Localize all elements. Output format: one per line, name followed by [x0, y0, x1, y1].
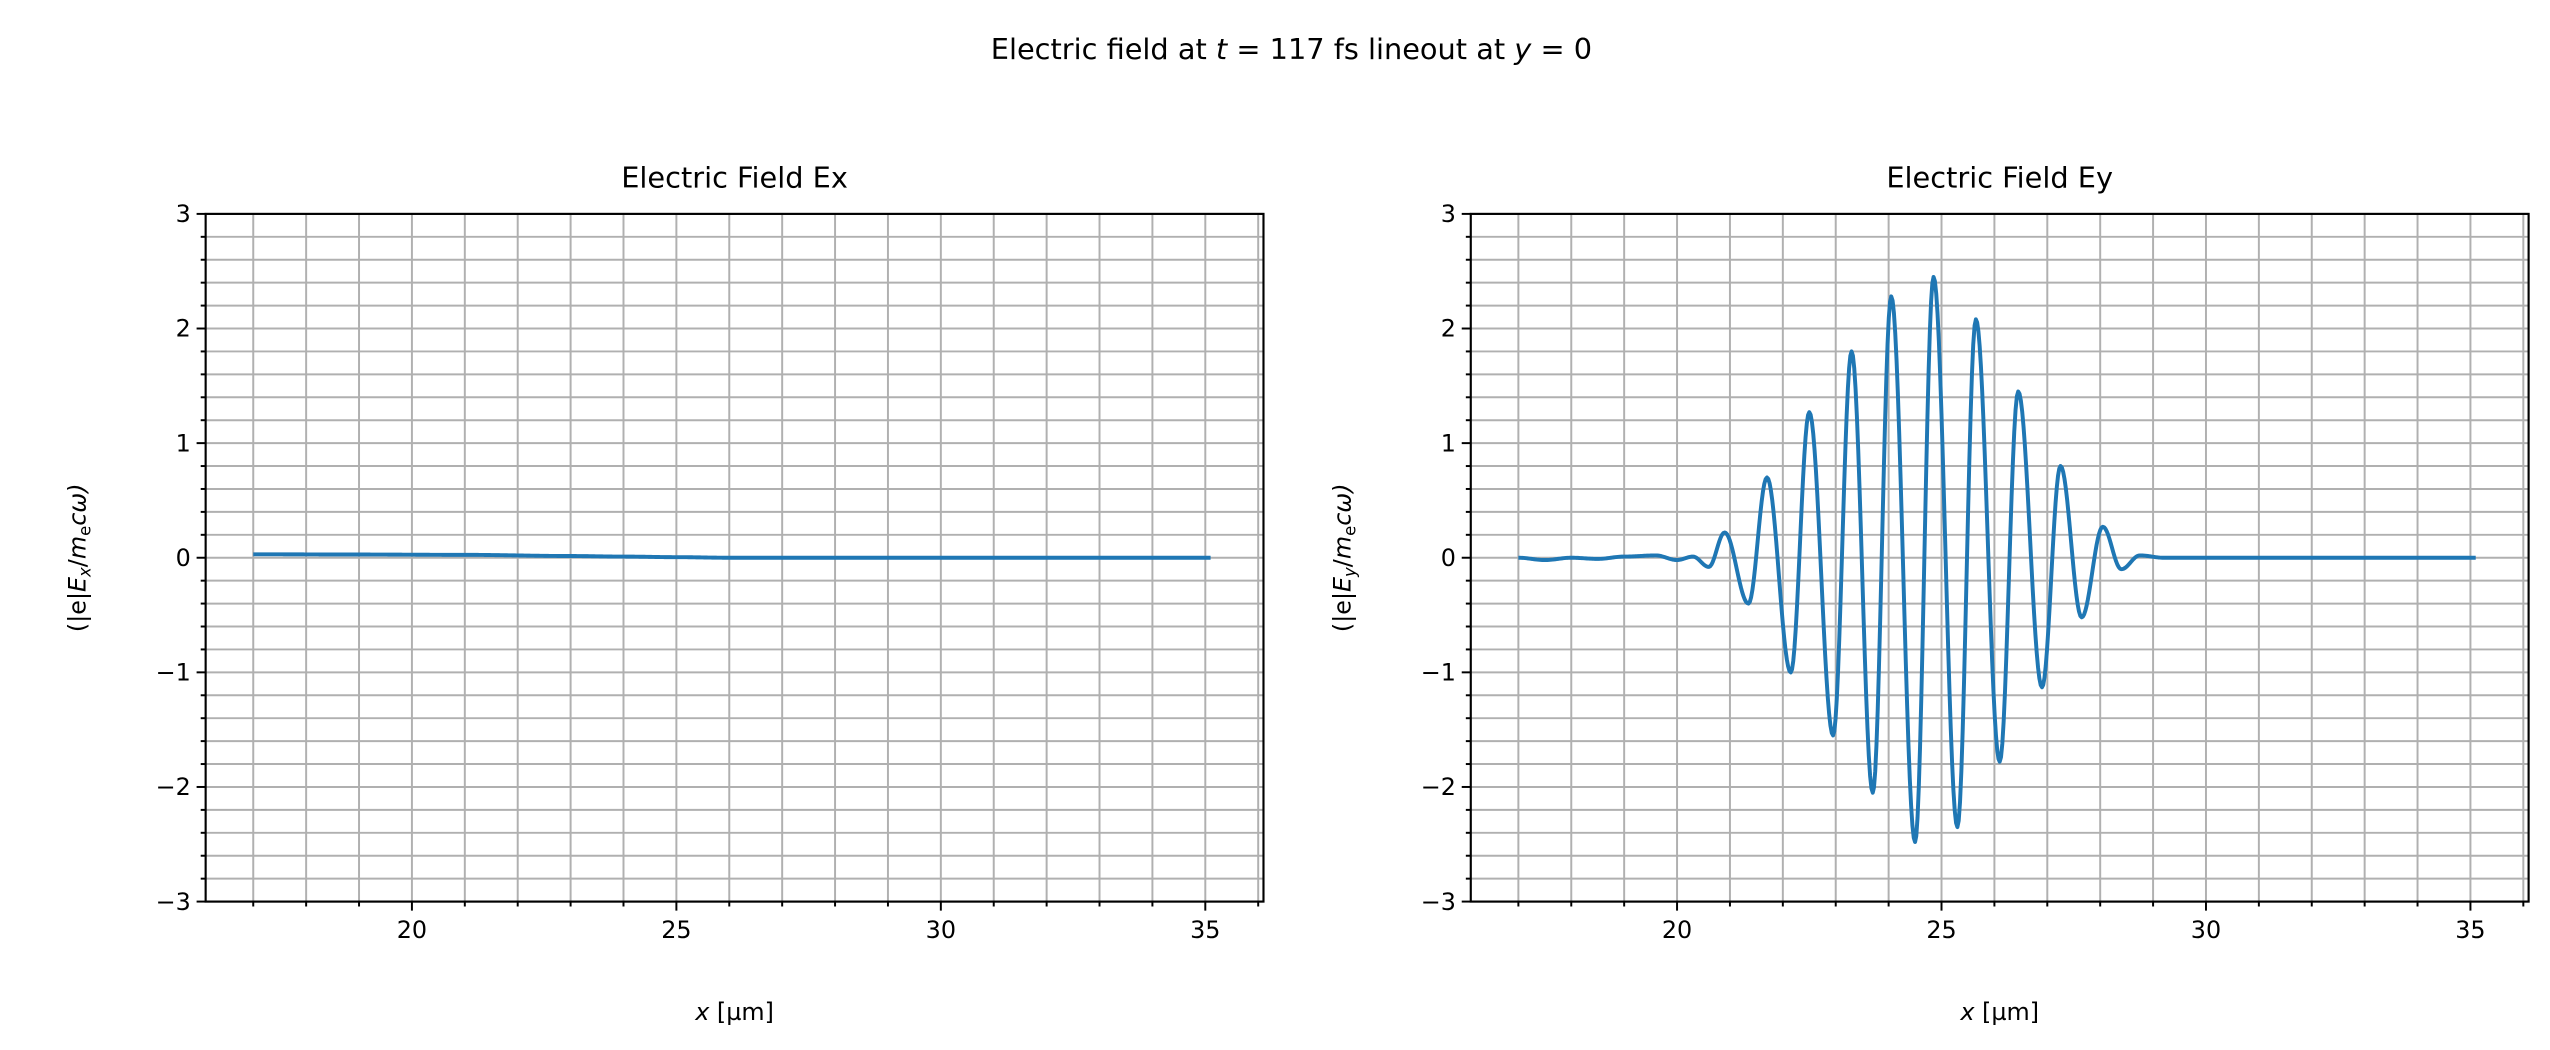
subplot-ey: Electric Field Ey x [µm] (|e|Ey/mecω) 20…: [1329, 161, 2530, 1026]
axes-frame: [204, 212, 1265, 903]
grid: [1470, 212, 2529, 903]
x-tick-label: 30: [926, 916, 956, 944]
y-tick-label: 3: [176, 200, 191, 228]
x-tick-label: 35: [1190, 916, 1220, 944]
series-line: [252, 552, 1212, 560]
y-tick-label: −3: [1421, 888, 1456, 916]
y-tick-label: 2: [1441, 315, 1456, 343]
y-tick-label: −3: [156, 888, 191, 916]
x-tick-label: 35: [2455, 916, 2485, 944]
figure-suptitle: Electric field at t = 117 fs lineout at …: [991, 32, 1592, 66]
y-tick-label: 3: [1441, 200, 1456, 228]
y-tick-label: −2: [156, 773, 191, 801]
x-axis-label: x [µm]: [1959, 998, 2039, 1026]
axes-frame: [1469, 212, 2530, 903]
series-line: [1517, 274, 2477, 844]
subplot-ex: Electric Field Ex x [µm] (|e|Ex/mecω) 20…: [64, 161, 1265, 1026]
y-tick-label: −1: [1421, 659, 1456, 687]
x-tick-label: 25: [1926, 916, 1956, 944]
y-axis-label: (|e|Ex/mecω): [64, 483, 95, 632]
x-tick-label: 20: [1662, 916, 1692, 944]
y-tick-label: −1: [156, 659, 191, 687]
x-tick-label: 25: [661, 916, 691, 944]
subplot-title: Electric Field Ey: [1886, 161, 2113, 195]
y-tick-label: 1: [176, 429, 191, 457]
y-tick-label: −2: [1421, 773, 1456, 801]
subplot-title: Electric Field Ex: [621, 161, 848, 195]
y-tick-label: 2: [176, 315, 191, 343]
y-tick-label: 1: [1441, 429, 1456, 457]
x-tick-label: 20: [397, 916, 427, 944]
y-tick-label: 0: [1441, 544, 1456, 572]
x-tick-label: 30: [2191, 916, 2221, 944]
x-axis-label: x [µm]: [694, 998, 774, 1026]
y-tick-label: 0: [176, 544, 191, 572]
y-axis-label: (|e|Ey/mecω): [1329, 483, 1360, 632]
